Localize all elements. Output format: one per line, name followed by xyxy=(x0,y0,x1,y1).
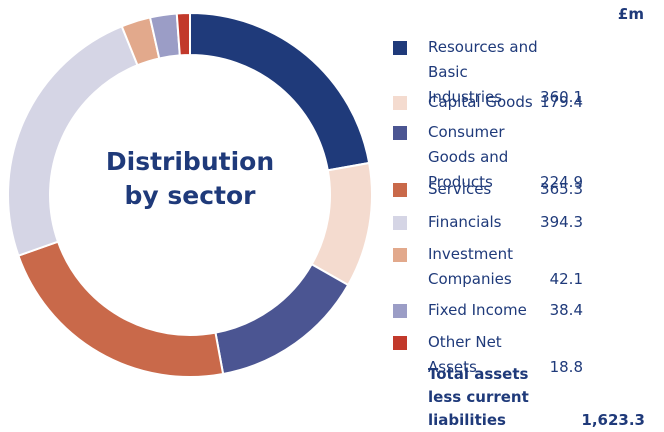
legend-label: Fixed Income xyxy=(428,301,527,319)
legend-item: Resources and Basic Industries 360.1 xyxy=(393,35,583,110)
legend-label: Services xyxy=(428,180,492,198)
legend-value: 394.3 xyxy=(540,213,583,231)
legend-label: Resources and Basic Industries xyxy=(428,38,538,106)
donut-slice xyxy=(175,11,191,57)
total-value: 1,623.3 xyxy=(581,411,645,429)
legend-item: Investment Companies 42.1 xyxy=(393,242,583,292)
legend-value: 38.4 xyxy=(549,301,583,319)
legend-value: 18.8 xyxy=(549,358,583,376)
legend-label: Investment Companies xyxy=(428,245,513,288)
legend-swatch xyxy=(393,126,407,140)
donut-chart xyxy=(7,11,373,378)
legend-label: Other Net Assets xyxy=(428,333,502,376)
legend-value: 224.9 xyxy=(540,173,583,191)
unit-label: £m xyxy=(617,5,644,23)
legend-swatch xyxy=(393,248,407,262)
legend-item: Consumer Goods and Products 224.9 xyxy=(393,120,583,195)
legend-item: Fixed Income 38.4 xyxy=(393,298,583,323)
legend-value: 179.4 xyxy=(540,93,583,111)
legend-value: 42.1 xyxy=(549,270,583,288)
chart-title: Distribution by sector xyxy=(105,147,275,210)
legend-item: Financials 394.3 xyxy=(393,210,583,235)
legend-label: Capital Goods xyxy=(428,93,533,111)
donut-slice xyxy=(7,24,139,257)
total-row: Total assets less current liabilities 1,… xyxy=(428,363,645,432)
legend-swatch xyxy=(393,216,407,230)
legend-value: 360.1 xyxy=(540,88,583,106)
legend-swatch xyxy=(393,336,407,350)
legend-label: Financials xyxy=(428,213,502,231)
legend-item: Other Net Assets 18.8 xyxy=(393,330,583,380)
legend-value: 365.3 xyxy=(540,180,583,198)
legend-swatch xyxy=(393,41,407,55)
donut-slice xyxy=(310,161,373,287)
legend-item: Services 365.3 xyxy=(393,177,583,202)
legend-swatch xyxy=(393,96,407,110)
donut-slice xyxy=(214,262,350,376)
legend-swatch xyxy=(393,183,407,197)
legend-label: Consumer Goods and Products xyxy=(428,123,509,191)
legend-item: Capital Goods 179.4 xyxy=(393,90,583,115)
total-label: Total assets less current liabilities xyxy=(428,365,529,429)
donut-slice xyxy=(17,240,225,378)
legend-swatch xyxy=(393,304,407,318)
